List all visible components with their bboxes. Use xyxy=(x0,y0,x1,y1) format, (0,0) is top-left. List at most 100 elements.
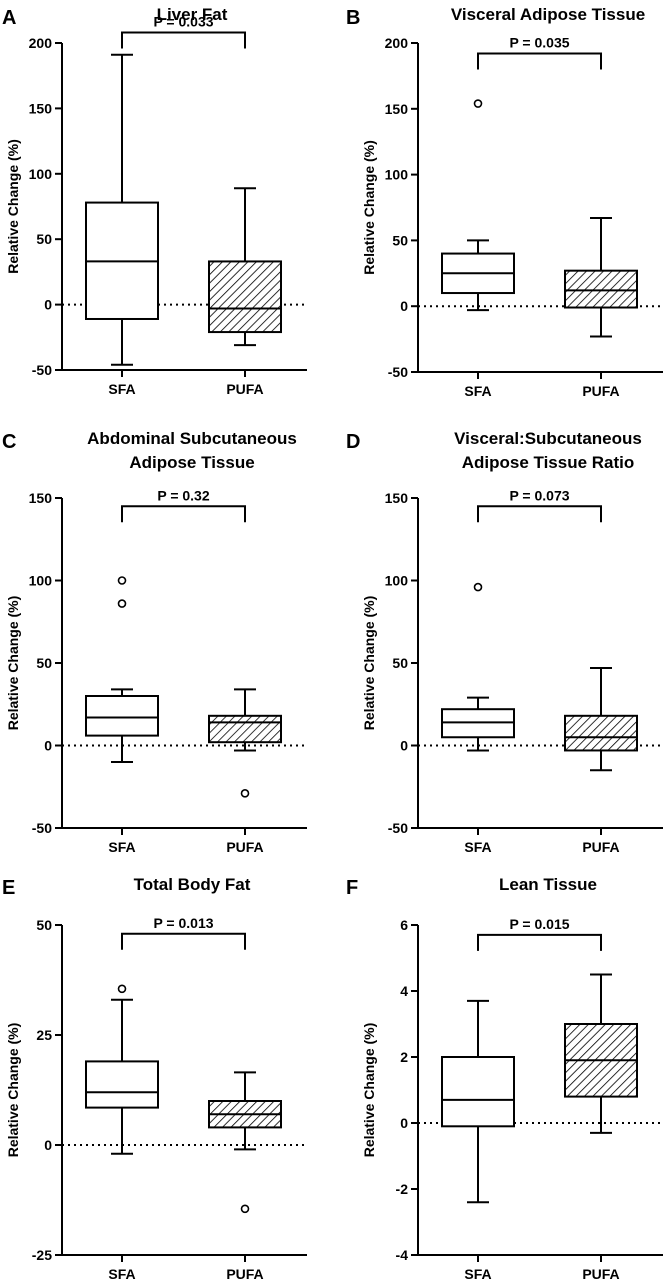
y-tick-label: 100 xyxy=(385,167,409,183)
x-category-label: SFA xyxy=(464,1266,491,1280)
y-tick-label: 100 xyxy=(29,166,53,182)
panel-title: Visceral Adipose Tissue xyxy=(451,5,645,24)
panel-d: D Visceral:Subcutaneous Adipose Tissue Rat… xyxy=(346,429,663,855)
x-category-label: SFA xyxy=(108,1266,135,1280)
panel-letter: F xyxy=(346,877,358,899)
box-pufa: PUFA xyxy=(208,688,282,855)
y-tick-label: 25 xyxy=(36,1027,52,1043)
panel-title: Adipose Tissue xyxy=(129,453,254,472)
box-pufa: PUFA xyxy=(564,973,638,1282)
y-tick-label: 50 xyxy=(36,231,52,247)
y-tick-label: 0 xyxy=(44,738,52,754)
panel-title: Abdominal Subcutaneous xyxy=(87,429,297,448)
panel-c: C Abdominal Subcutaneous Adipose Tissue -50… xyxy=(2,429,307,855)
x-category-label: SFA xyxy=(464,383,491,399)
x-category-label: PUFA xyxy=(582,1266,619,1280)
panel-title: Total Body Fat xyxy=(134,875,251,894)
y-tick-label: 150 xyxy=(385,490,409,506)
panel-letter: A xyxy=(2,7,16,29)
box-sfa: SFA xyxy=(441,999,515,1282)
y-tick-label: 0 xyxy=(400,738,408,754)
significance-bracket xyxy=(121,932,246,950)
box-sfa: SFA xyxy=(85,984,159,1282)
significance-bracket xyxy=(477,933,602,951)
panel-title: Adipose Tissue Ratio xyxy=(462,453,635,472)
box-iqr xyxy=(564,269,638,309)
significance-bracket xyxy=(477,505,602,523)
y-tick-label: 0 xyxy=(400,1115,408,1131)
y-tick-label: -25 xyxy=(32,1247,52,1263)
y-axis-label: Relative Change (%) xyxy=(5,596,21,731)
y-axis-label: Relative Change (%) xyxy=(361,596,377,731)
x-category-label: SFA xyxy=(108,381,135,397)
panel-a: A Liver Fat -50 0 50 100 150 200 Relative Change… xyxy=(2,5,307,397)
box-pufa: PUFA xyxy=(208,187,282,397)
panel-title: Visceral:Subcutaneous xyxy=(454,429,642,448)
y-axis-label: Relative Change (%) xyxy=(5,139,21,274)
panel-b: B Visceral Adipose Tissue -50 0 50 100 150 200 R… xyxy=(346,5,663,399)
y-tick-label: 150 xyxy=(29,100,53,116)
panel-title: Liver Fat xyxy=(157,5,228,24)
y-tick-label: 50 xyxy=(392,655,408,671)
x-category-label: PUFA xyxy=(226,381,263,397)
y-tick-label: 6 xyxy=(400,917,408,933)
y-tick-label: 100 xyxy=(29,573,53,589)
box-sfa: SFA xyxy=(85,576,159,855)
y-axis-label: Relative Change (%) xyxy=(5,1023,21,1158)
outlier-point xyxy=(117,984,127,994)
y-tick-label: -50 xyxy=(388,820,408,836)
y-tick-label: 100 xyxy=(385,573,409,589)
y-tick-label: 0 xyxy=(400,298,408,314)
y-axis-label: Relative Change (%) xyxy=(361,140,377,275)
box-iqr xyxy=(564,714,638,752)
outlier-point xyxy=(240,1204,250,1214)
y-tick-label: -4 xyxy=(396,1247,409,1263)
outlier-point xyxy=(473,582,483,592)
box-sfa: SFA xyxy=(441,582,515,855)
panel-f: F Lean Tissue -4 -2 0 2 4 6 Relative Change (%) S… xyxy=(346,875,663,1282)
y-tick-label: 150 xyxy=(385,101,409,117)
significance-bracket xyxy=(477,52,602,70)
box-pufa: PUFA xyxy=(564,217,638,399)
x-category-label: PUFA xyxy=(582,839,619,855)
box-iqr xyxy=(85,695,159,737)
y-tick-label: 50 xyxy=(392,232,408,248)
significance-bracket xyxy=(121,31,246,49)
box-iqr xyxy=(208,714,282,744)
p-value-label: P = 0.013 xyxy=(153,915,213,931)
outlier-point xyxy=(473,99,483,108)
y-tick-label: 0 xyxy=(44,1137,52,1153)
y-tick-label: -2 xyxy=(396,1181,409,1197)
y-tick-label: 200 xyxy=(29,35,53,51)
outlier-point xyxy=(240,789,250,798)
box-iqr xyxy=(441,1056,515,1128)
y-tick-label: 150 xyxy=(29,490,53,506)
x-category-label: PUFA xyxy=(582,383,619,399)
y-tick-label: 2 xyxy=(400,1049,408,1065)
panel-letter: D xyxy=(346,431,360,453)
y-tick-label: 50 xyxy=(36,655,52,671)
box-pufa: PUFA xyxy=(208,1071,282,1282)
y-tick-label: -50 xyxy=(388,364,408,380)
y-tick-label: 0 xyxy=(44,297,52,313)
x-category-label: SFA xyxy=(108,839,135,855)
box-sfa: SFA xyxy=(441,99,515,399)
x-category-label: PUFA xyxy=(226,1266,263,1280)
panel-e: E Total Body Fat -25 0 25 50 Relative Change (… xyxy=(2,875,307,1282)
y-tick-label: -50 xyxy=(32,362,52,378)
box-sfa: SFA xyxy=(85,53,159,397)
panel-letter: E xyxy=(2,877,15,899)
box-iqr xyxy=(85,1060,159,1109)
p-value-label: P = 0.073 xyxy=(509,487,569,503)
p-value-label: P = 0.32 xyxy=(157,487,210,503)
y-tick-label: 4 xyxy=(400,983,408,999)
significance-bracket xyxy=(121,505,246,523)
y-tick-label: 50 xyxy=(36,917,52,933)
panel-letter: C xyxy=(2,431,16,453)
p-value-label: P = 0.015 xyxy=(509,916,569,932)
y-axis-label: Relative Change (%) xyxy=(361,1023,377,1158)
box-pufa: PUFA xyxy=(564,666,638,855)
outlier-point xyxy=(117,599,127,608)
